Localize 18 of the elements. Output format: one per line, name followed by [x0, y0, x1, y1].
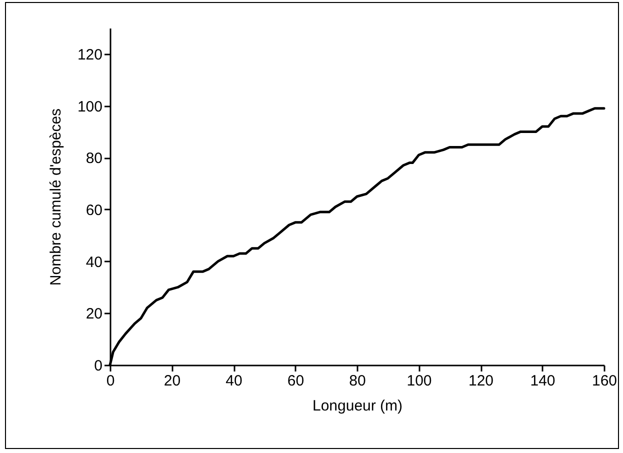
x-tick-label: 140: [530, 372, 556, 390]
x-tick-label: 120: [468, 372, 494, 390]
x-tick-label: 80: [349, 372, 366, 390]
x-axis-title: Longueur (m): [312, 398, 403, 414]
y-axis-title: Nombre cumulé d'espèces: [47, 108, 64, 286]
x-tick-label: 100: [406, 372, 432, 390]
y-tick-label: 100: [77, 98, 102, 116]
x-tick-label: 20: [164, 372, 181, 390]
y-tick-label: 80: [86, 150, 102, 168]
x-tick-label: 160: [592, 372, 618, 390]
y-tick-label: 40: [86, 254, 102, 271]
y-tick-label: 120: [77, 46, 102, 64]
y-tick-label: 20: [86, 306, 102, 323]
y-tick-label: 60: [86, 202, 102, 219]
y-tick-label: 0: [94, 358, 102, 374]
x-tick-label: 60: [287, 372, 304, 390]
x-tick-label: 40: [226, 372, 242, 390]
x-tick-label: 0: [106, 372, 115, 390]
